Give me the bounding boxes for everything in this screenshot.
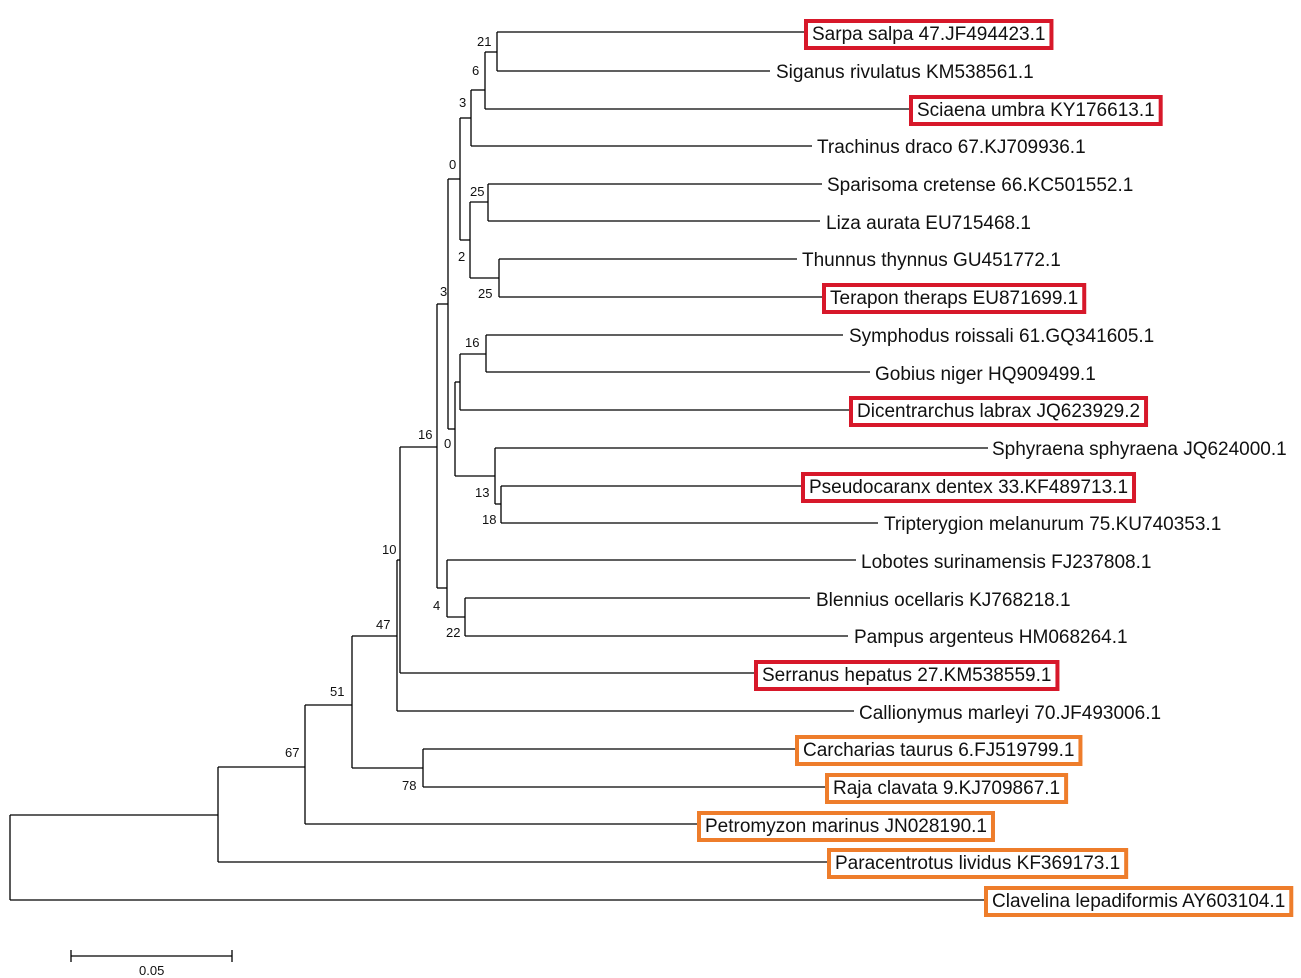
leaf-label: Paracentrotus lividus KF369173.1 [835, 853, 1120, 874]
leaf-label: Raja clavata 9.KJ709867.1 [833, 778, 1060, 799]
highlight-box [849, 396, 1149, 427]
leaf-label: Sciaena umbra KY176613.1 [917, 100, 1155, 121]
highlight-box [795, 735, 1083, 766]
leaf-label: Sarpa salpa 47.JF494423.1 [812, 24, 1045, 45]
scale-bar-label: 0.05 [139, 963, 164, 978]
leaf-label: Carcharias taurus 6.FJ519799.1 [803, 740, 1074, 761]
leaf-label: Siganus rivulatus KM538561.1 [776, 62, 1034, 83]
support-value: 13 [475, 485, 489, 500]
support-value: 3 [440, 284, 447, 299]
highlight-box [984, 886, 1294, 917]
highlight-box [825, 773, 1069, 804]
leaf-label: Lobotes surinamensis FJ237808.1 [861, 552, 1151, 573]
leaf-label: Sphyraena sphyraena JQ624000.1 [992, 439, 1287, 460]
support-value: 0 [444, 436, 451, 451]
support-value: 25 [478, 286, 492, 301]
support-value: 10 [382, 542, 396, 557]
leaf-label: Liza aurata EU715468.1 [826, 213, 1031, 234]
leaf-label: Pseudocaranx dentex 33.KF489713.1 [809, 477, 1128, 498]
support-value: 67 [285, 745, 299, 760]
leaf-label: Pampus argenteus HM068264.1 [854, 627, 1128, 648]
leaf-label: Gobius niger HQ909499.1 [875, 364, 1096, 385]
leaf-label: Tripterygion melanurum 75.KU740353.1 [884, 514, 1221, 535]
support-value: 6 [472, 63, 479, 78]
highlight-box [801, 472, 1137, 503]
support-value: 0 [449, 157, 456, 172]
leaf-label: Terapon theraps EU871699.1 [830, 288, 1078, 309]
support-value: 4 [433, 598, 440, 613]
support-value: 16 [465, 335, 479, 350]
support-value: 47 [376, 617, 390, 632]
support-value: 3 [459, 95, 466, 110]
support-value: 22 [446, 625, 460, 640]
support-value: 21 [477, 34, 491, 49]
highlight-box [822, 283, 1087, 314]
support-value: 2 [458, 249, 465, 264]
highlight-box [804, 19, 1054, 50]
highlight-box [909, 95, 1163, 126]
leaf-label: Symphodus roissali 61.GQ341605.1 [849, 326, 1154, 347]
support-value: 16 [418, 427, 432, 442]
leaf-label: Thunnus thynnus GU451772.1 [802, 250, 1061, 271]
support-value: 78 [402, 778, 416, 793]
tree-branches [9, 31, 988, 901]
support-values: 21 6 3 0 25 2 25 3 16 0 13 18 16 10 4 22… [285, 34, 496, 793]
support-value: 51 [330, 684, 344, 699]
leaf-label: Sparisoma cretense 66.KC501552.1 [827, 175, 1133, 196]
highlight-boxes [697, 19, 1294, 917]
highlight-box [827, 848, 1129, 879]
leaf-label: Callionymus marleyi 70.JF493006.1 [859, 703, 1161, 724]
leaf-label: Clavelina lepadiformis AY603104.1 [992, 891, 1285, 912]
leaf-label: Petromyzon marinus JN028190.1 [705, 816, 987, 837]
scale-bar: 0.05 [70, 950, 233, 978]
leaf-label: Dicentrarchus labrax JQ623929.2 [857, 401, 1140, 422]
leaf-labels: Sarpa salpa 47.JF494423.1 Siganus rivula… [705, 24, 1287, 912]
leaf-label: Blennius ocellaris KJ768218.1 [816, 590, 1071, 611]
leaf-label: Serranus hepatus 27.KM538559.1 [762, 665, 1051, 686]
leaf-label: Trachinus draco 67.KJ709936.1 [817, 137, 1086, 158]
highlight-box [754, 660, 1060, 691]
support-value: 25 [470, 184, 484, 199]
support-value: 18 [482, 512, 496, 527]
highlight-box [697, 811, 995, 842]
